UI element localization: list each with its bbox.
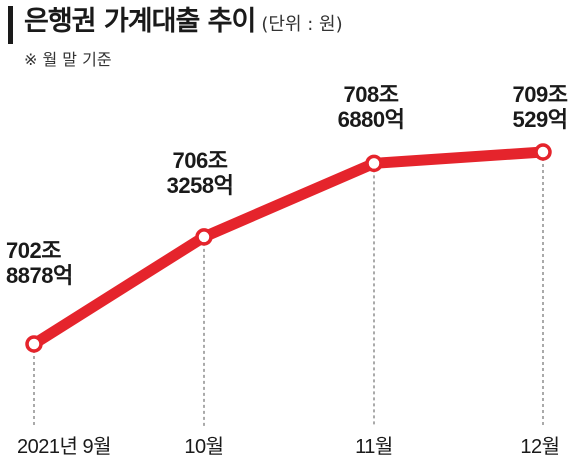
data-point-0	[25, 335, 43, 353]
data-label-0-line-1: 8878억	[6, 263, 73, 288]
basis-note: ※ 월 말 기준	[24, 50, 112, 69]
data-label-3-line-0: 709조	[513, 82, 568, 107]
data-label-3-line-1: 529억	[513, 107, 568, 132]
chart-title: 은행권 가계대출 추이	[24, 6, 256, 37]
data-label-1-line-1: 3258억	[167, 173, 234, 198]
data-point-2	[365, 154, 383, 173]
data-label-0-line-0: 702조	[6, 238, 61, 263]
x-tick-label-3: 12월	[520, 435, 559, 458]
data-label-1: 706조 3258억	[167, 148, 234, 198]
x-tick-label-0: 2021년 9월	[17, 435, 111, 458]
x-tick-label-1: 10월	[184, 435, 223, 458]
data-label-1-line-0: 706조	[173, 148, 228, 173]
data-point-3	[534, 143, 552, 161]
title-accent-bar	[8, 6, 13, 44]
data-label-2-line-1: 6880억	[338, 107, 405, 132]
data-label-3: 709조 529억	[513, 82, 568, 132]
title-row: 은행권 가계대출 추이 (단위 : 원)	[24, 4, 343, 43]
data-label-2-line-0: 708조	[344, 82, 399, 107]
series-line	[28, 146, 549, 350]
data-label-2: 708조 6880억	[338, 82, 405, 132]
unit-label: (단위 : 원)	[261, 14, 343, 35]
x-tick-label-2: 11월	[355, 435, 393, 458]
data-label-0: 702조 8878억	[6, 238, 73, 288]
data-point-1	[195, 228, 213, 246]
